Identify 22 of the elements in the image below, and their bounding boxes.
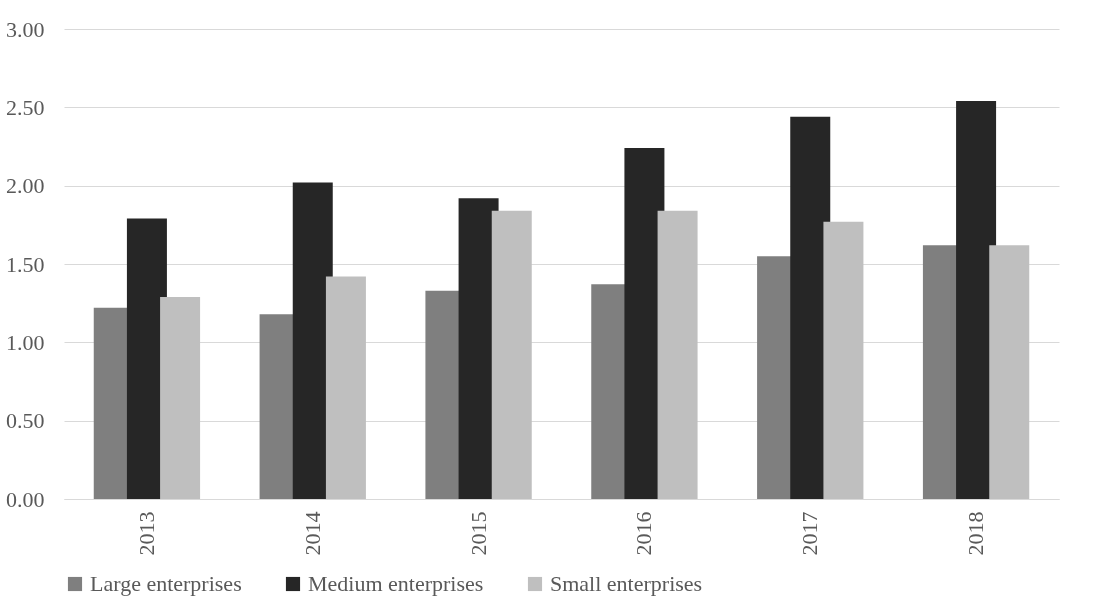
y-tick-label: 1.50 [6,251,45,277]
x-tick-label: 2013 [133,511,159,556]
bar [160,296,201,499]
x-tick-label: 2017 [797,511,823,556]
x-tick-label: 2018 [963,511,989,556]
y-tick-label: 3.00 [6,16,45,42]
legend-label: Medium enterprises [308,571,484,596]
y-tick-label: 2.50 [6,94,45,120]
bar [657,210,698,499]
y-tick-label: 0.00 [6,486,45,512]
bar [989,245,1030,499]
y-tick-label: 0.50 [6,408,45,434]
bar [823,221,864,499]
y-tick-label: 1.00 [6,329,45,355]
legend-label: Small enterprises [550,571,703,596]
y-tick-label: 2.00 [6,173,45,199]
legend-label: Large enterprises [90,571,242,596]
bar [325,276,366,499]
x-tick-label: 2016 [631,511,657,556]
x-tick-label: 2015 [465,511,491,556]
x-tick-label: 2014 [299,511,325,556]
bar [491,210,532,499]
